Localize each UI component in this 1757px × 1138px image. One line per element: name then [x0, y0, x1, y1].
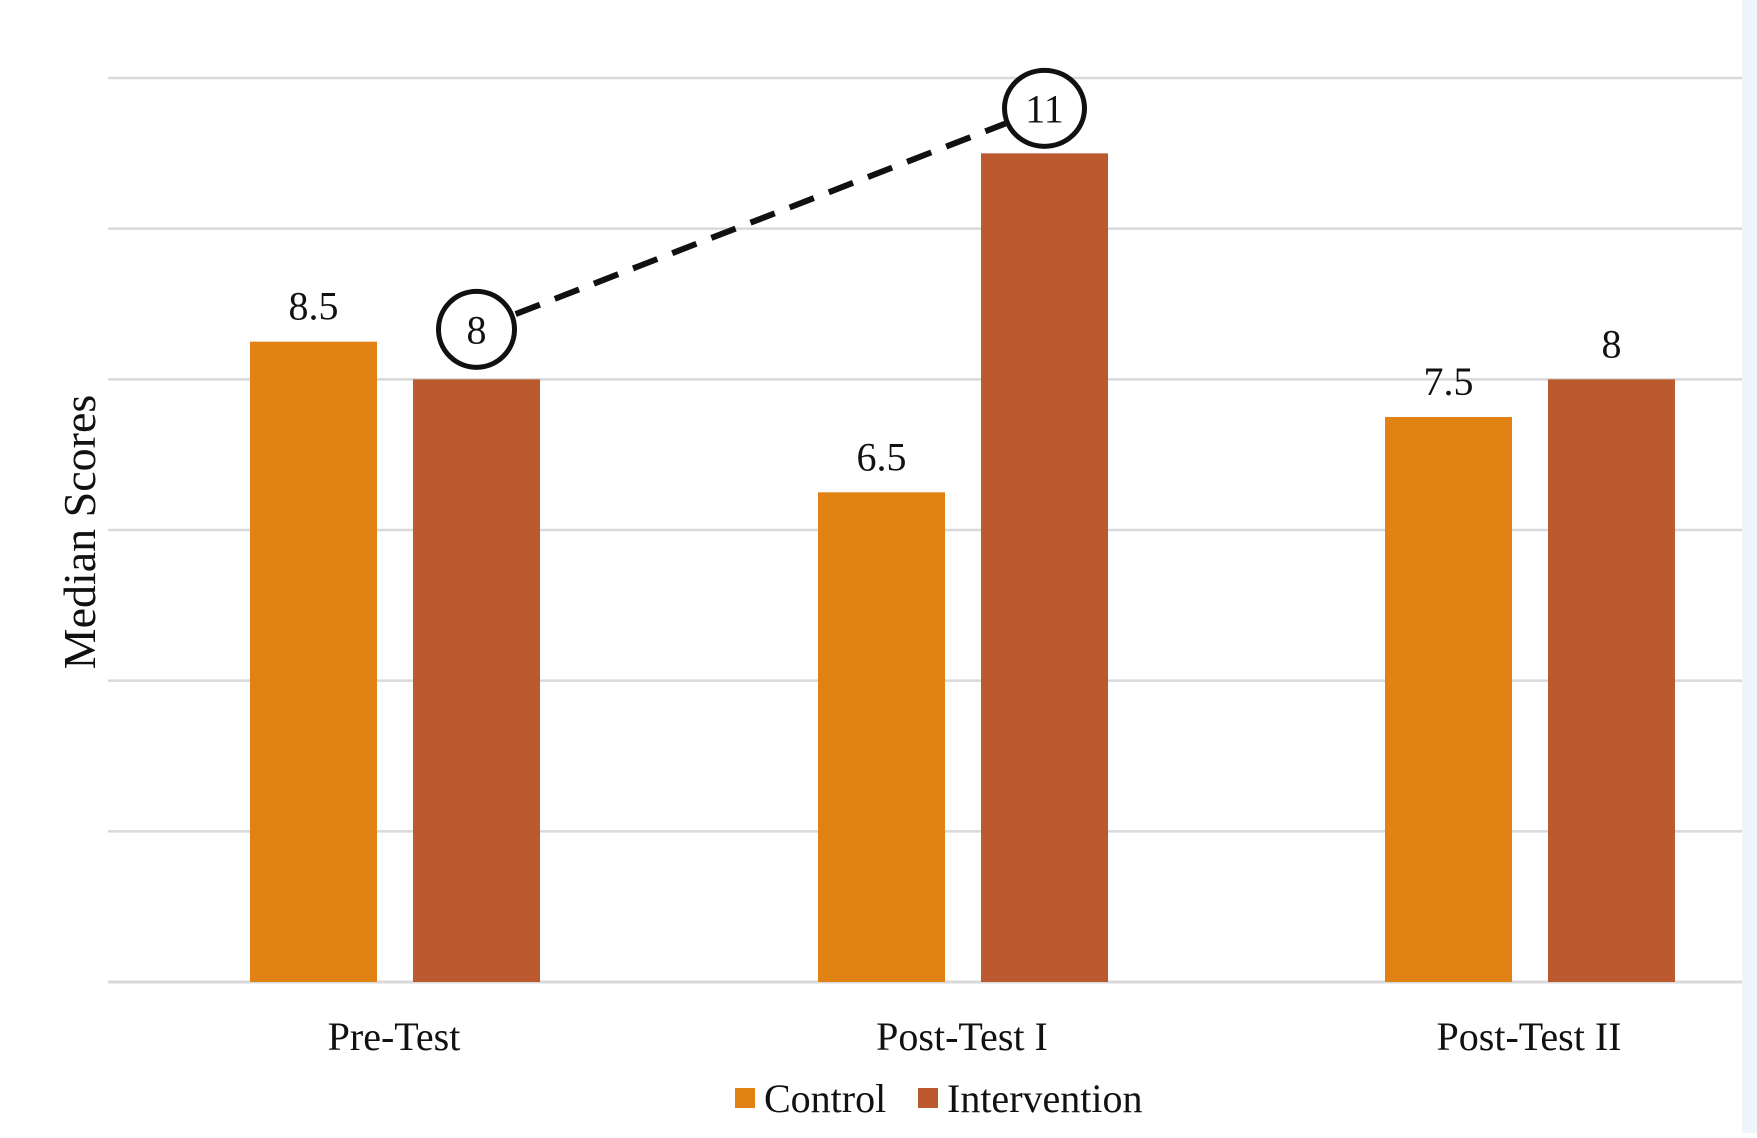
highlight-circle-intervention-post-test-i [1002, 67, 1087, 149]
y-axis-label: Median Scores [54, 395, 105, 670]
x-tick-label: Post-Test I [876, 1014, 1048, 1059]
bar-control-post-test-ii [1385, 417, 1512, 982]
bar-intervention-pre-test [413, 379, 540, 982]
x-tick-label: Pre-Test [328, 1014, 461, 1059]
bar-control-post-test-i [818, 492, 945, 982]
data-label-control-post-test-i: 6.5 [857, 434, 907, 479]
legend-label-intervention: Intervention [947, 1076, 1143, 1121]
data-label-intervention-pre-test: 8 [467, 307, 487, 352]
data-label-intervention-post-test-i: 11 [1025, 86, 1064, 131]
dashed-connector-line [514, 120, 1007, 317]
data-label-intervention-post-test-ii: 8 [1602, 321, 1622, 366]
legend-swatch-intervention [918, 1088, 938, 1108]
data-label-control-post-test-ii: 7.5 [1424, 359, 1474, 404]
legend-swatch-control [735, 1088, 755, 1108]
bar-control-pre-test [250, 341, 377, 983]
window-edge [1742, 0, 1757, 1133]
data-label-control-pre-test: 8.5 [289, 284, 339, 329]
x-tick-label: Post-Test II [1437, 1014, 1622, 1059]
bar-intervention-post-test-ii [1548, 379, 1675, 982]
highlight-circle-intervention-pre-test [436, 288, 517, 370]
bar-intervention-post-test-i [981, 153, 1108, 983]
legend-label-control: Control [764, 1076, 886, 1121]
